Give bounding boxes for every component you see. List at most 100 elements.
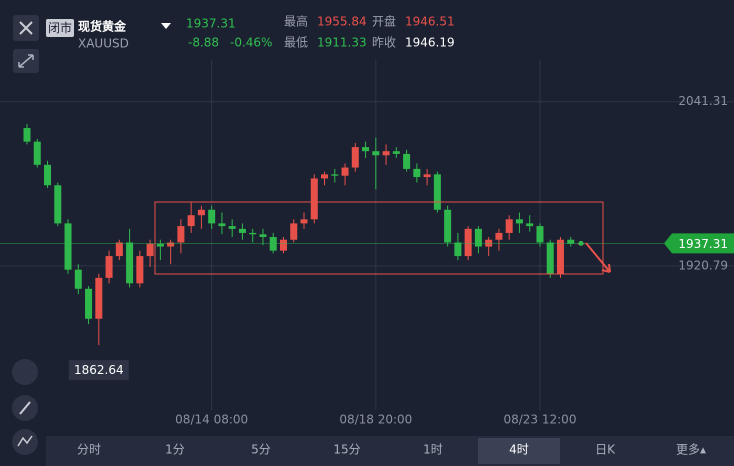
candle-body [331, 174, 339, 176]
candle-body [197, 209, 205, 216]
expand-icon [18, 54, 34, 68]
y-tick-label: 1920.79 [678, 258, 728, 272]
tool-button[interactable] [12, 359, 38, 385]
candle-body [300, 219, 308, 224]
candle-body [228, 226, 236, 229]
close-icon [19, 21, 33, 35]
candle-body [177, 226, 185, 243]
side-tools [12, 359, 38, 455]
candle-body [454, 242, 462, 257]
min-label-box [68, 360, 129, 381]
x-tick-label: 08/18 20:00 [339, 413, 412, 427]
candle-body [362, 147, 370, 152]
candle-body [433, 174, 441, 210]
candle-body [218, 223, 226, 227]
candle-body [269, 237, 277, 251]
candle-body [238, 228, 246, 233]
candle-body [556, 239, 564, 274]
price: 1937.31 [186, 17, 236, 31]
label: 开盘 [372, 14, 396, 29]
tab[interactable]: 4时 [509, 443, 529, 457]
x-tick-label: 08/23 12:00 [503, 413, 576, 427]
candle-body [23, 128, 31, 142]
symbol: XAUUSD [78, 37, 129, 51]
tab[interactable]: 15分 [333, 443, 360, 457]
value: 1946.19 [405, 36, 455, 50]
candle-body [403, 153, 411, 169]
x-tick-label: 08/14 08:00 [175, 413, 248, 427]
chart-icon [17, 435, 33, 447]
tab[interactable]: 日K [595, 443, 616, 457]
candle-body [423, 174, 431, 178]
candle-body [95, 277, 103, 319]
candle-body [474, 228, 482, 247]
price-tag-label: 1937.31 [678, 237, 728, 251]
candle-body [105, 256, 113, 278]
candle-body [536, 226, 544, 243]
candle-body [64, 223, 72, 270]
candle-body [321, 174, 329, 179]
candle-body [413, 168, 421, 178]
candle-body [74, 269, 82, 289]
label: 最低 [284, 36, 308, 50]
tab-bar [46, 436, 734, 466]
price-tag [664, 233, 734, 254]
candle-body [259, 234, 267, 238]
tab[interactable]: 1时 [423, 443, 443, 457]
candle-body [156, 243, 164, 247]
candle-body [341, 167, 349, 176]
last-point [578, 240, 584, 246]
status-badge [46, 19, 74, 37]
candle-body [54, 185, 62, 224]
candle-body [290, 223, 298, 240]
candle-body [515, 219, 523, 224]
tabs: 分时 1分 5分 15分 1时 4时 日K 更多▴ [77, 438, 706, 464]
status: 闭市 [48, 20, 72, 35]
value: 1911.33 [317, 36, 367, 50]
candle-body [146, 243, 154, 257]
candle-body [85, 288, 93, 319]
header: 闭市 现货黄金 XAUUSD 1937.31 -8.88 -0.46% 最高 1… [13, 14, 455, 73]
tab[interactable]: 更多▴ [676, 443, 706, 457]
label: 昨收 [372, 36, 396, 50]
min-label: 1862.64 [74, 363, 124, 377]
instrument-name[interactable]: 现货黄金 [78, 19, 127, 34]
tab[interactable]: 1分 [165, 443, 185, 457]
change-pct: -0.46% [230, 36, 272, 50]
candle-body [126, 242, 134, 284]
candle-body [136, 256, 144, 284]
tool-button[interactable] [12, 429, 38, 455]
candle-body [249, 232, 257, 235]
tab-selected [478, 438, 560, 464]
candle-body [44, 164, 52, 186]
candle-body [310, 178, 318, 220]
candle-body [382, 151, 390, 156]
candle-body [505, 219, 513, 233]
candle-body [187, 215, 195, 227]
candle-body [526, 223, 534, 227]
candle-body [372, 151, 380, 156]
label: 最高 [284, 14, 308, 29]
candle-body [392, 151, 400, 154]
y-tick-label: 2041.31 [678, 94, 728, 108]
candle-body [567, 239, 575, 244]
candle-body [351, 147, 359, 168]
tab[interactable]: 5分 [251, 443, 271, 457]
candle-body [115, 242, 123, 257]
tab[interactable]: 分时 [77, 443, 101, 457]
value: 1955.84 [317, 15, 367, 29]
candle-body [546, 242, 554, 274]
change: -8.88 [188, 36, 219, 50]
dropdown-arrow[interactable] [161, 23, 171, 29]
candle-body [33, 141, 41, 165]
candle-body [279, 239, 287, 251]
annotation-box [154, 201, 604, 275]
candle-body [208, 209, 216, 224]
value: 1946.51 [405, 15, 455, 29]
pen-icon [19, 401, 31, 415]
annotation-arrow [585, 242, 611, 273]
candle-body [444, 209, 452, 243]
candle-body [167, 242, 175, 247]
